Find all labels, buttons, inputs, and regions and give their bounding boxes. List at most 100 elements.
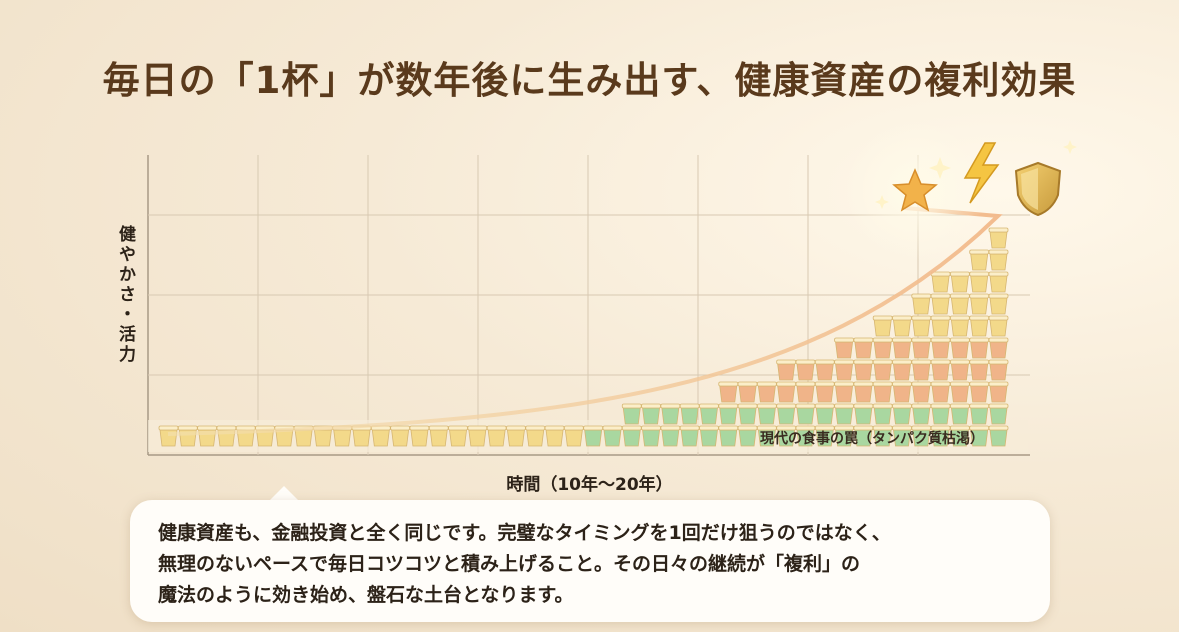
cup-icon	[486, 425, 507, 447]
cup-icon	[930, 315, 951, 337]
cup-icon	[892, 381, 912, 403]
cup-icon	[872, 425, 893, 447]
cup-icon	[988, 249, 1009, 271]
cup-icon	[795, 381, 816, 403]
cup-icon	[351, 425, 372, 447]
cup-icon	[911, 403, 932, 425]
page-title: 毎日の「1杯」が数年後に生み出す、健康資産の複利効果	[102, 59, 1077, 102]
cup-icon	[428, 425, 449, 447]
cup-icon	[872, 403, 893, 425]
message-bubble: 健康資産も、金融投資と全く同じです。完璧なタイミングを1回だけ狙うのではなく、 …	[130, 500, 1050, 622]
cup-stacks	[158, 227, 1009, 447]
cup-icon	[756, 403, 777, 425]
cup-icon	[621, 425, 642, 447]
cup-icon	[969, 271, 990, 293]
cup-icon	[409, 425, 430, 447]
cup-icon	[718, 403, 739, 425]
cup-icon	[525, 425, 546, 447]
cup-icon	[756, 381, 777, 403]
cup-icon	[988, 271, 1009, 293]
cup-icon	[853, 337, 874, 359]
cup-icon	[641, 403, 661, 425]
cup-icon	[949, 293, 970, 315]
cup-icon	[795, 403, 816, 425]
cup-icon	[892, 359, 912, 381]
cup-icon	[834, 425, 854, 447]
cup-icon	[930, 359, 951, 381]
cup-icon	[814, 381, 835, 403]
cup-icon	[911, 381, 932, 403]
cup-icon	[969, 403, 990, 425]
cup-icon	[197, 425, 218, 447]
cup-icon	[988, 359, 1009, 381]
cup-icon	[679, 403, 700, 425]
cup-icon	[872, 381, 893, 403]
cup-icon	[988, 227, 1009, 249]
cup-icon	[988, 337, 1009, 359]
cup-icon	[737, 381, 758, 403]
cup-icon	[969, 359, 990, 381]
cup-icon	[988, 425, 1009, 447]
cup-icon	[448, 425, 468, 447]
star-icon	[875, 157, 951, 212]
cup-icon	[969, 315, 990, 337]
baseline-label: 現代の食事の罠（タンパク質枯渇）	[760, 431, 984, 447]
cup-icon	[776, 359, 797, 381]
cup-icon	[814, 359, 835, 381]
cup-icon	[872, 337, 893, 359]
cup-icon	[699, 403, 719, 425]
cup-icon	[563, 425, 584, 447]
cup-icon	[930, 403, 951, 425]
cup-icon	[949, 359, 970, 381]
cup-icon	[930, 271, 951, 293]
cup-icon	[776, 425, 797, 447]
cup-icon	[911, 359, 932, 381]
y-axis-label: 健やかさ・活力	[115, 225, 135, 365]
cup-icon	[814, 403, 835, 425]
cup-icon	[930, 425, 951, 447]
cup-icon	[853, 381, 874, 403]
cup-icon	[892, 315, 912, 337]
cup-icon	[834, 403, 854, 425]
message-text: 健康資産も、金融投資と全く同じです。完璧なタイミングを1回だけ狙うのではなく、 …	[158, 522, 891, 606]
cup-icon	[853, 425, 874, 447]
cup-icon	[718, 381, 739, 403]
cup-icon	[370, 425, 391, 447]
cup-icon	[911, 337, 932, 359]
cup-icon	[853, 403, 874, 425]
cup-icon	[776, 381, 797, 403]
bubble-tail	[268, 486, 300, 502]
cup-icon	[814, 425, 835, 447]
cup-icon	[988, 381, 1009, 403]
cup-icon	[911, 425, 932, 447]
cup-icon	[930, 381, 951, 403]
growth-curve	[167, 206, 1003, 436]
cup-icon	[930, 337, 951, 359]
cup-icon	[776, 403, 797, 425]
cup-icon	[602, 425, 623, 447]
cup-icon	[699, 425, 719, 447]
cup-icon	[834, 337, 854, 359]
lightning-icon	[963, 142, 1000, 204]
cup-icon	[718, 425, 739, 447]
cup-icon	[969, 293, 990, 315]
shield-icon	[1014, 140, 1077, 217]
cup-icon	[235, 425, 256, 447]
cup-icon	[834, 359, 854, 381]
cup-icon	[177, 425, 198, 447]
cup-icon	[988, 315, 1009, 337]
cup-icon	[641, 425, 661, 447]
cup-icon	[467, 425, 488, 447]
cup-icon	[892, 337, 912, 359]
cup-icon	[158, 425, 179, 447]
cup-icon	[949, 271, 970, 293]
cup-icon	[988, 293, 1009, 315]
cup-icon	[911, 315, 932, 337]
cup-icon	[216, 425, 237, 447]
cup-icon	[737, 403, 758, 425]
cup-icon	[892, 403, 912, 425]
cup-icon	[949, 403, 970, 425]
cup-icon	[930, 293, 951, 315]
cup-icon	[949, 337, 970, 359]
